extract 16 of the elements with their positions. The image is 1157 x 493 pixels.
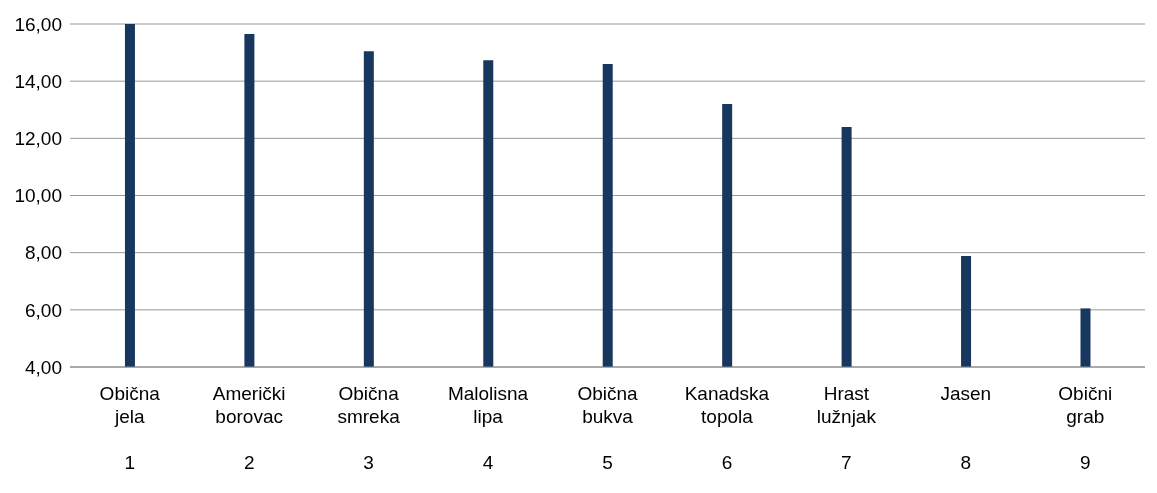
category-label: Obični grab 9 [1058, 383, 1113, 473]
y-tick-label: 10,00 [14, 185, 62, 207]
category-label: Malolisna lipa 4 [447, 383, 529, 473]
y-tick-label: 4,00 [25, 356, 62, 378]
y-tick-label: 16,00 [14, 13, 62, 35]
category-label: Obična bukva 5 [577, 383, 638, 473]
category-label: Hrast lužnjak 7 [816, 383, 876, 473]
category-label: Jasen 8 [940, 383, 992, 473]
y-tick-label: 6,00 [25, 299, 62, 321]
y-tick-label: 12,00 [14, 128, 62, 150]
category-label: Kanadska topola 6 [684, 383, 770, 473]
category-label: Obična smreka 3 [337, 383, 400, 473]
y-tick-label: 8,00 [25, 242, 62, 264]
y-tick-label: 14,00 [14, 70, 62, 92]
category-label: Američki borovac 2 [212, 383, 286, 473]
category-label: Obična jela 1 [99, 383, 160, 473]
